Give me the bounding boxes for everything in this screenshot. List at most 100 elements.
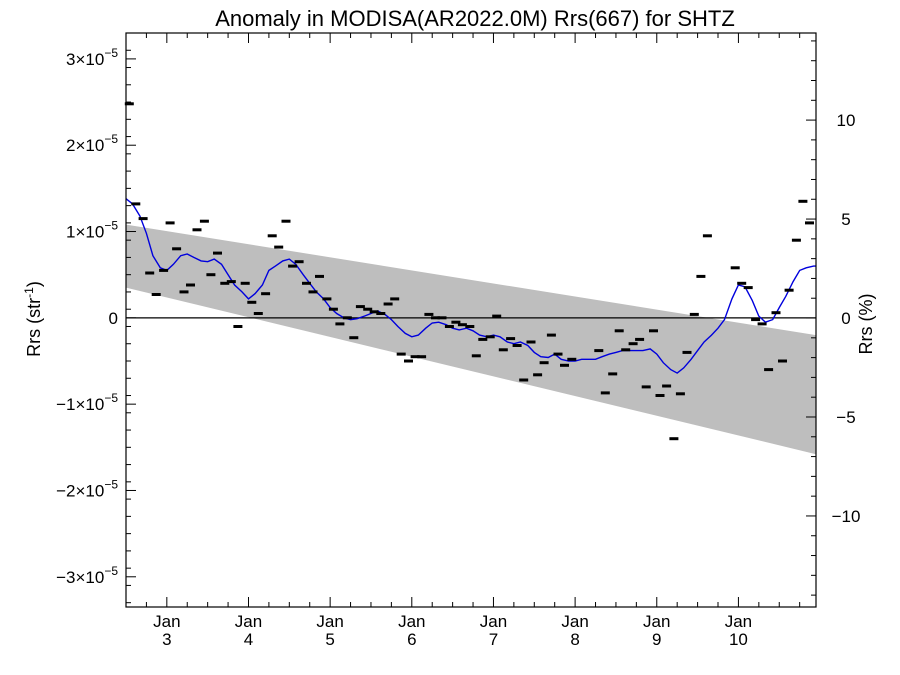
anomaly-point <box>655 394 665 397</box>
y-right-tick-label: −5 <box>836 408 855 427</box>
anomaly-point <box>308 290 318 294</box>
anomaly-point <box>294 260 304 264</box>
anomaly-point <box>302 281 311 285</box>
anomaly-point <box>553 352 563 356</box>
anomaly-point <box>192 228 202 232</box>
anomaly-point <box>798 199 808 203</box>
anomaly-point <box>771 311 781 315</box>
anomaly-point <box>737 281 747 285</box>
anomaly-point <box>267 234 277 238</box>
anomaly-point <box>751 318 761 322</box>
x-tick-label-month: Jan <box>643 612 670 631</box>
anomaly-point <box>778 359 787 363</box>
x-tick-label-year: 4 <box>244 630 253 649</box>
x-tick-label-year: 9 <box>652 630 661 649</box>
y-right-tick-label: −10 <box>832 507 861 526</box>
anomaly-point <box>383 302 393 306</box>
anomaly-point <box>206 273 216 277</box>
x-tick-label-month: Jan <box>725 612 752 631</box>
anomaly-point <box>621 348 631 352</box>
anomaly-point <box>485 335 495 339</box>
anomaly-point <box>138 217 148 221</box>
anomaly-point <box>355 305 365 309</box>
y-right-tick-label: 10 <box>837 111 856 130</box>
anomaly-point <box>533 373 543 377</box>
anomaly-point <box>791 238 801 242</box>
anomaly-point <box>675 392 685 396</box>
anomaly-point <box>172 247 182 251</box>
y-left-tick-label: 1×10−5 <box>66 219 118 242</box>
anomaly-point <box>151 293 161 296</box>
x-tick-label-year: 8 <box>570 630 579 649</box>
anomaly-point <box>179 290 189 294</box>
anomaly-point <box>805 221 814 225</box>
anomaly-point <box>131 202 141 206</box>
anomaly-point <box>233 325 243 328</box>
anomaly-point <box>315 274 324 278</box>
anomaly-point <box>342 316 352 320</box>
anomaly-point <box>662 384 672 388</box>
x-tick-label-year: 10 <box>729 630 748 649</box>
anomaly-point <box>261 292 271 296</box>
x-tick-label-month: Jan <box>480 612 507 631</box>
anomaly-point <box>247 300 257 304</box>
chart-title: Anomaly in MODISA(AR2022.0M) Rrs(667) fo… <box>215 6 735 31</box>
x-tick-label-month: Jan <box>398 612 425 631</box>
anomaly-point <box>335 322 345 326</box>
anomaly-point <box>451 320 461 324</box>
smoothed-line <box>125 198 816 374</box>
anomaly-point <box>404 359 413 363</box>
anomaly-point <box>526 340 536 344</box>
anomaly-point <box>478 337 488 341</box>
anomaly-point <box>437 316 447 320</box>
x-tick-label-year: 6 <box>407 630 416 649</box>
anomaly-point <box>649 329 658 333</box>
anomaly-point <box>669 437 679 441</box>
anomaly-point <box>743 286 753 290</box>
anomaly-point <box>253 312 263 315</box>
anomaly-point <box>600 391 610 395</box>
anomaly-point <box>608 372 618 376</box>
anomaly-point <box>213 251 222 255</box>
anomaly-point <box>492 314 502 318</box>
anomaly-point <box>702 234 712 238</box>
anomaly-point <box>322 297 332 301</box>
anomaly-point <box>567 357 577 361</box>
anomaly-point <box>641 385 651 389</box>
anomaly-point <box>281 219 291 223</box>
anomaly-point <box>186 283 195 287</box>
anomaly-point <box>369 310 379 314</box>
y-left-tick-label: 0 <box>109 309 118 328</box>
anomaly-point <box>145 271 155 275</box>
anomaly-point <box>424 312 434 316</box>
y-left-tick-label: −2×10−5 <box>56 477 118 500</box>
y-right-tick-label: 0 <box>841 309 850 328</box>
anomaly-point <box>539 361 549 365</box>
anomaly-point <box>363 307 373 311</box>
anomaly-point <box>465 325 475 328</box>
anomaly-point <box>396 352 406 356</box>
anomaly-point <box>328 307 338 311</box>
anomaly-point <box>628 342 638 346</box>
x-tick-label-month: Jan <box>561 612 588 631</box>
anomaly-point <box>199 219 209 223</box>
y-axis-right-label: Rrs (%) <box>856 294 876 355</box>
x-tick-label-year: 5 <box>325 630 334 649</box>
x-tick-label-year: 3 <box>162 630 171 649</box>
anomaly-point <box>274 245 284 249</box>
anomaly-point <box>159 268 169 272</box>
anomaly-point <box>165 221 175 225</box>
anomaly-point <box>410 355 420 359</box>
anomaly-point <box>349 336 359 340</box>
y-axis-left-label: Rrs (str-1) <box>22 281 44 357</box>
y-left-tick-label: 2×10−5 <box>66 132 118 155</box>
y-right-tick-label: 5 <box>841 210 850 229</box>
anomaly-point <box>594 349 604 353</box>
anomaly-point <box>288 264 298 268</box>
x-tick-label-month: Jan <box>316 612 343 631</box>
plot-frame <box>125 32 817 608</box>
anomaly-point <box>784 288 794 292</box>
y-left-tick-label: −1×10−5 <box>56 391 118 414</box>
anomaly-point <box>730 266 740 270</box>
